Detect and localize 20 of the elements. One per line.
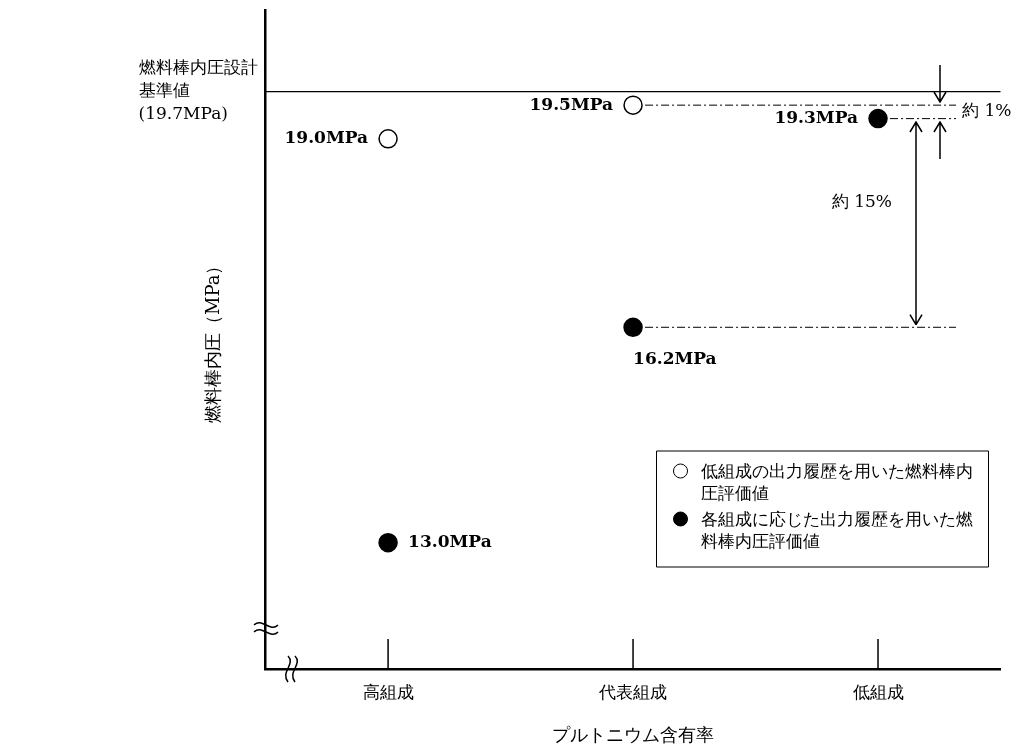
legend-label: 各組成に応じた出力履歴を用いた燃料棒内圧評価値 [700,509,973,551]
annotation: 約 1% [962,100,1011,121]
point [623,95,643,115]
point [378,129,398,149]
point [623,317,643,338]
x-tick-label: 高組成 [362,681,414,702]
legend-label: 低組成の出力履歴を用いた燃料棒内圧評価値 [700,461,973,503]
annotation: 約 15% [831,190,893,211]
data-label: 16.2MPa [633,347,717,368]
data-label: 19.0MPa [284,127,369,148]
x-tick-label: 代表組成 [598,681,668,702]
x-tick-label: 低組成 [852,681,904,702]
data-label: 13.0MPa [408,531,492,552]
point [378,532,398,553]
x-axis-title: プルトニウム含有率 [552,723,715,745]
data-label: 19.5MPa [529,93,614,114]
point [868,108,888,129]
y-axis-title: 燃料棒内圧（MPa） [202,256,224,423]
ref-line-label: 燃料棒内圧設計基準値(19.7MPa) [138,57,258,124]
data-label: 19.3MPa [774,107,859,128]
